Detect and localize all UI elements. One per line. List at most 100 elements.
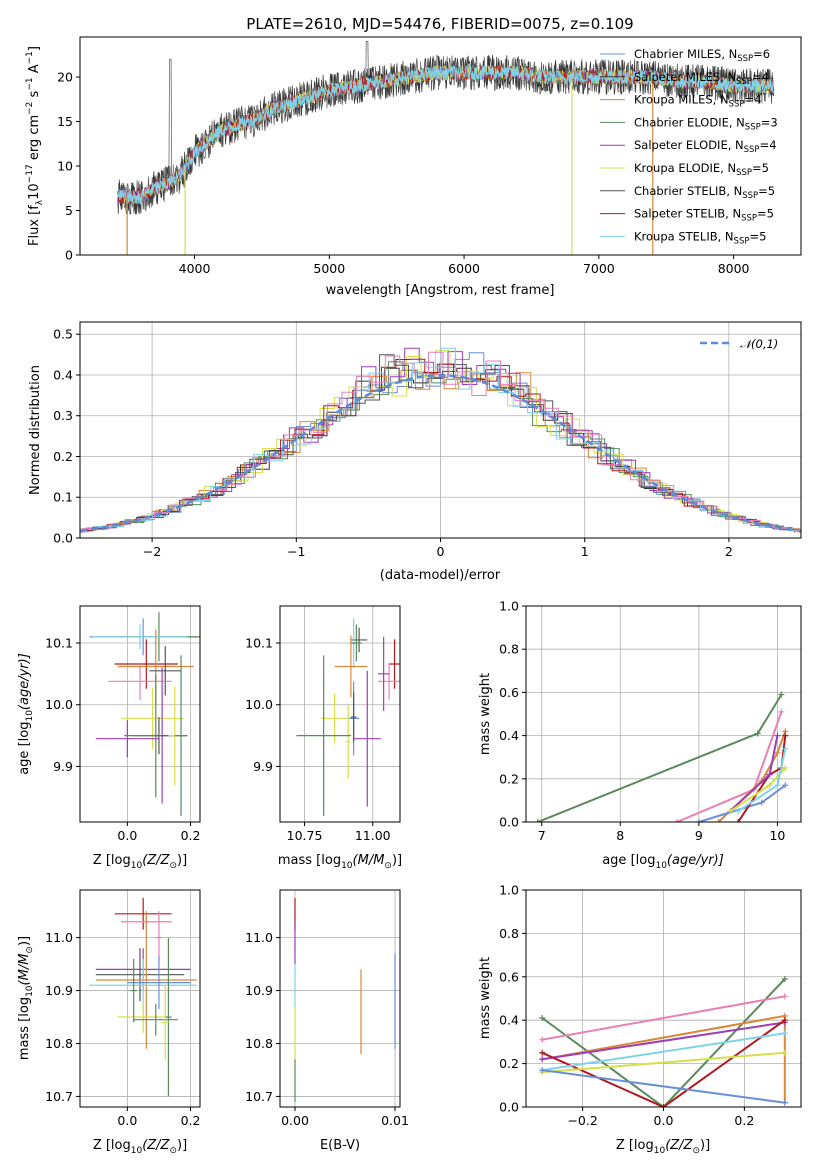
y-tick-label: 10.8 — [45, 1036, 73, 1051]
y-tick-label: 11.0 — [45, 930, 73, 945]
spectrum-series-8 — [117, 65, 775, 205]
y-tick-label: 10.7 — [45, 1089, 73, 1104]
x-tick-label: 10.75 — [287, 828, 323, 843]
y-tick-label: 0.0 — [53, 531, 73, 546]
errorbar-point — [389, 639, 400, 689]
axes-frame — [79, 605, 201, 823]
y-axis-label: Normed distribution — [28, 365, 43, 495]
weight-marker — [715, 819, 722, 822]
weight-vs-Z-chart: −0.2 0.0 0.2 0.0 0.2 0.4 0.6 0.8 1.0 Z [log10(Z/Z… — [478, 883, 802, 1156]
weight-marker — [539, 1049, 546, 1056]
x-tick-label: −0.2 — [567, 1113, 597, 1128]
legend-entry: Chabrier MILES, NSSP=6 — [634, 47, 770, 64]
errorbar-point — [114, 897, 172, 930]
errorbar-point — [345, 704, 351, 779]
y-tick-label: 9.9 — [53, 759, 73, 774]
errorbar-series — [294, 897, 396, 1102]
residuals-chart: −2 −1 0 1 2 0.0 0.1 0.2 0.3 0.4 0.5 (data-model)/er… — [28, 321, 802, 583]
weight-marker — [735, 808, 742, 815]
x-tick-label: 0.0 — [117, 1113, 137, 1128]
y-tick-label: 0.8 — [499, 926, 519, 941]
legend-entry: Salpeter MILES, NSSP=4 — [634, 70, 769, 87]
legend-entry: Kroupa STELIB, NSSP=5 — [634, 229, 766, 246]
errorbar-point — [378, 636, 390, 711]
x-tick-label: 2 — [725, 544, 733, 559]
y-tick-label: 10.9 — [245, 983, 273, 998]
weight-marker — [539, 1015, 546, 1022]
y-tick-label: 11.0 — [245, 930, 273, 945]
weight-marker — [781, 975, 788, 982]
y-tick-label: 10.1 — [45, 636, 73, 651]
y-tick-label: 5 — [65, 203, 73, 218]
weight-marker — [781, 1099, 788, 1106]
y-tick-label: 0.8 — [499, 642, 519, 657]
errorbar-point — [162, 985, 169, 1060]
x-axis-label: Z [log10(Z/Z⊙)] — [616, 1138, 710, 1156]
y-tick-label: 10.8 — [245, 1036, 273, 1051]
weight-marker — [766, 771, 773, 778]
x-tick-label: 7 — [538, 828, 546, 843]
x-tick-label: 8000 — [718, 261, 750, 276]
weight-marker — [774, 732, 781, 739]
errorbar-point — [296, 655, 351, 816]
errorbar-point — [130, 958, 137, 1023]
weight-marker — [766, 782, 773, 789]
x-tick-label: 0.2 — [734, 1113, 754, 1128]
weight-line-4 — [737, 735, 787, 822]
histogram-4 — [80, 347, 801, 533]
x-tick-label: 5000 — [313, 261, 345, 276]
mass-vs-Z-chart: 0.0 0.2 10.7 10.8 10.9 11.0 Z [log10(Z/Z⊙)] mas… — [17, 889, 201, 1156]
weight-line-1 — [676, 711, 783, 822]
axes-frame — [279, 889, 401, 1108]
weight-marker — [774, 782, 781, 789]
y-tick-label: 0.2 — [53, 449, 73, 464]
age-vs-mass-chart: 10.75 11.00 9.9 10.0 10.1 mass [log10(M/M⊙)] — [245, 605, 402, 871]
y-tick-label: 10.1 — [245, 636, 273, 651]
weight-marker — [782, 782, 789, 789]
weight-marker — [539, 1036, 546, 1043]
errorbar-point — [378, 662, 400, 700]
errorbar-point — [117, 1001, 169, 1033]
weight-marker — [754, 730, 761, 737]
x-tick-label: 0.2 — [181, 828, 201, 843]
spectrum-chart: 4000 5000 6000 7000 8000 0 5 10 15 20 PLATE=2610, … — [25, 15, 802, 298]
y-tick-label: 0.2 — [499, 771, 519, 786]
x-tick-label: 1 — [581, 544, 589, 559]
errorbar-series — [89, 612, 200, 816]
errorbar-series — [296, 618, 400, 816]
y-tick-label: 0.0 — [499, 815, 519, 830]
histogram-3 — [80, 361, 801, 532]
y-axis-label: Flux [fλ10−17 erg cm−2 s−1 A−1] — [25, 46, 45, 246]
weight-marker — [778, 691, 785, 698]
weight-marker — [758, 799, 765, 806]
y-tick-label: 0.4 — [499, 1013, 519, 1028]
weight-series — [539, 975, 788, 1107]
weight-series — [534, 691, 789, 822]
errorbar-point — [95, 911, 197, 1049]
errorbar-point — [114, 639, 178, 689]
axes-frame — [79, 889, 201, 1108]
weight-marker — [781, 1030, 788, 1037]
legend-entry: Chabrier STELIB, NSSP=5 — [634, 184, 775, 201]
weight-marker — [774, 749, 781, 756]
y-tick-label: 9.9 — [253, 759, 273, 774]
y-tick-label: 10.7 — [245, 1089, 273, 1104]
axes-frame — [79, 36, 802, 256]
x-tick-label: −2 — [143, 544, 161, 559]
weight-line-3 — [542, 1021, 785, 1061]
legend-entry: 𝒩(0,1) — [740, 337, 778, 351]
weight-line-7 — [542, 1069, 785, 1104]
y-tick-label: 10 — [57, 159, 73, 174]
weight-marker — [539, 1067, 546, 1074]
x-axis-label: Z [log10(Z/Z⊙)] — [93, 1138, 187, 1156]
x-tick-label: 4000 — [179, 261, 211, 276]
mass-vs-EBV-chart: 0.00 0.01 10.7 10.8 10.9 11.0 E(B-V) — [245, 889, 409, 1153]
errorbar-point — [149, 646, 182, 696]
errorbar-point — [133, 1003, 178, 1036]
weight-marker — [695, 819, 702, 822]
y-tick-label: 0.1 — [53, 490, 73, 505]
weight-marker — [660, 1104, 667, 1107]
x-tick-label: 0.00 — [281, 1113, 309, 1128]
y-tick-label: 0.4 — [499, 728, 519, 743]
weight-line-1 — [542, 995, 785, 1041]
